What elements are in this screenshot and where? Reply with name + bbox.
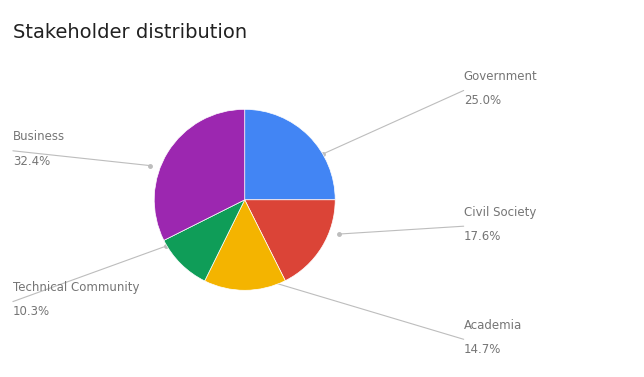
Text: 10.3%: 10.3% [13,305,50,318]
Text: 14.7%: 14.7% [464,343,501,356]
Wedge shape [164,200,245,281]
Text: Civil Society: Civil Society [464,206,536,219]
Text: 32.4%: 32.4% [13,155,50,167]
Text: Academia: Academia [464,319,522,332]
Text: Technical Community: Technical Community [13,281,139,294]
Wedge shape [245,200,335,281]
Text: 25.0%: 25.0% [464,94,501,107]
Text: Stakeholder distribution: Stakeholder distribution [13,23,247,41]
Text: Government: Government [464,70,538,83]
Wedge shape [205,200,285,290]
Text: 17.6%: 17.6% [464,230,501,243]
Wedge shape [245,109,335,200]
Wedge shape [155,109,245,241]
Text: Business: Business [13,130,65,143]
